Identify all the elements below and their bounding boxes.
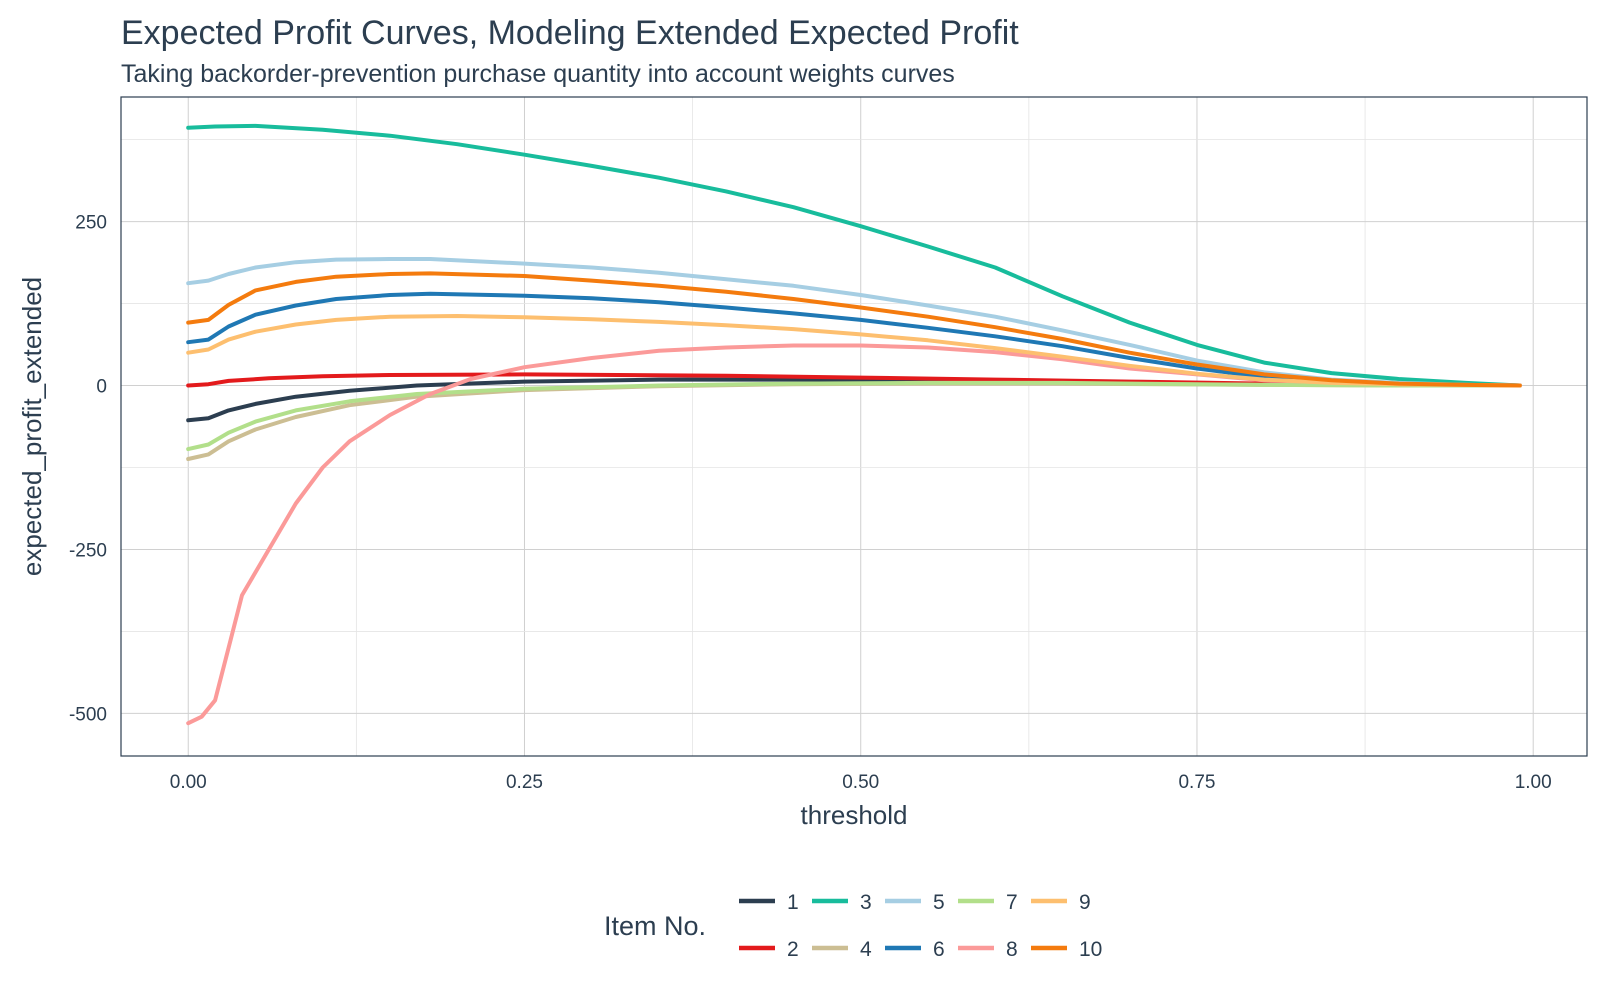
legend-label-2: 2	[787, 938, 799, 961]
legend-label-1: 1	[787, 891, 799, 914]
legend: Item No. 1 2 3 4 5 6 7 8 9 10	[604, 891, 1102, 961]
legend-label-3: 3	[860, 891, 872, 914]
series-layer	[186, 123, 1522, 726]
series-line-5	[186, 257, 1522, 388]
legend-label-10: 10	[1079, 938, 1102, 961]
series-line-8	[186, 343, 1522, 726]
legend-label-5: 5	[933, 891, 945, 914]
y-tick-label: -500	[69, 704, 107, 725]
legend-label-9: 9	[1079, 891, 1091, 914]
x-tick-label: 0.75	[1178, 772, 1215, 793]
x-tick-label: 0.25	[506, 772, 543, 793]
y-tick-label: -250	[69, 540, 107, 561]
legend-title: Item No.	[604, 911, 706, 941]
y-tick-label: 0	[96, 377, 107, 398]
chart-title: Expected Profit Curves, Modeling Extende…	[121, 14, 1019, 52]
x-tick-label: 0.00	[170, 772, 207, 793]
y-tick-label: 250	[75, 213, 107, 234]
chart-subtitle: Taking backorder-prevention purchase qua…	[121, 60, 955, 88]
x-axis-title: threshold	[801, 800, 908, 830]
panel-border	[120, 96, 1588, 757]
series-line-7	[186, 380, 1522, 452]
series-line-10	[186, 271, 1522, 388]
series-line-3	[186, 123, 1522, 388]
legend-label-7: 7	[1006, 891, 1018, 914]
y-axis-title: expected_profit_extended	[17, 277, 47, 576]
series-line-6	[186, 291, 1522, 388]
x-tick-label: 0.50	[842, 772, 879, 793]
legend-label-8: 8	[1006, 938, 1018, 961]
series-line-9	[186, 314, 1522, 388]
tick-layer: 0.00 0.25 0.50 0.75 1.00 -500 -250 0 250	[69, 213, 1552, 793]
series-line-4	[186, 381, 1522, 461]
legend-label-6: 6	[933, 938, 945, 961]
grid-layer	[121, 97, 1587, 756]
legend-label-4: 4	[860, 938, 872, 961]
x-tick-label: 1.00	[1515, 772, 1552, 793]
